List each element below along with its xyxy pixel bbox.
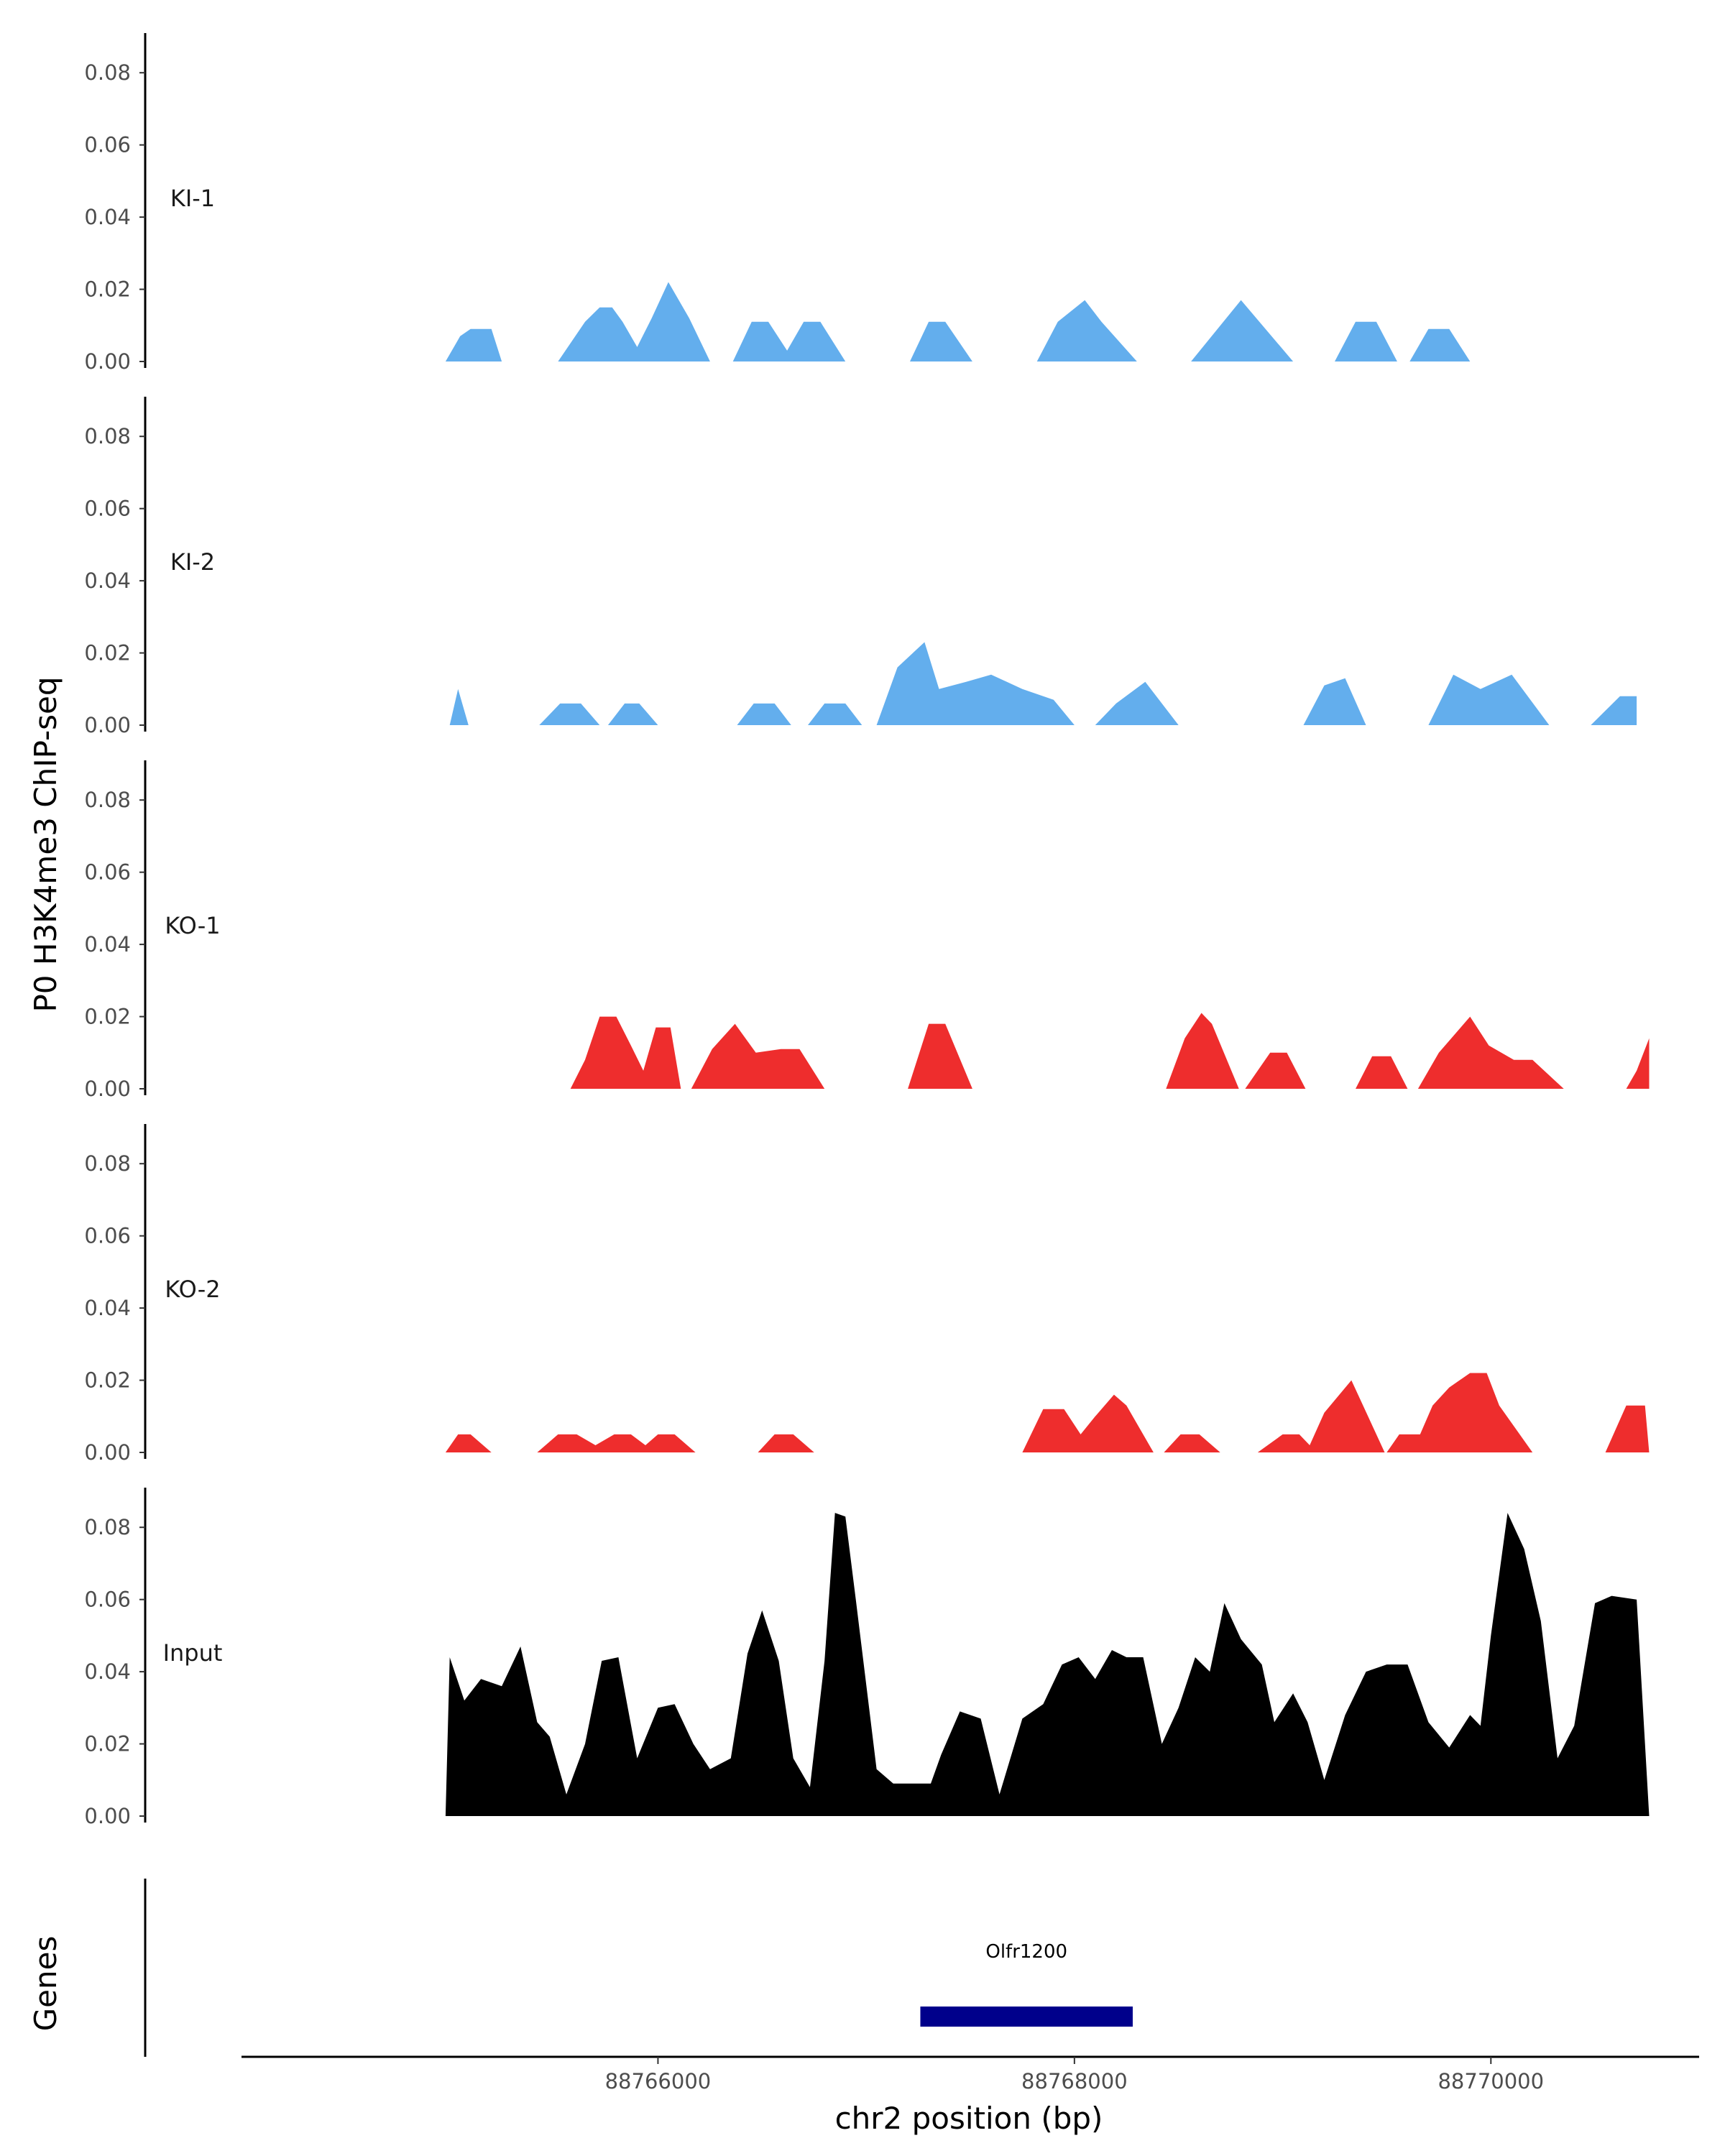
y-tick-label: 0.04 — [84, 1659, 131, 1684]
y-tick-label: 0.08 — [84, 788, 131, 812]
track-label: Input — [163, 1639, 223, 1667]
x-axis-title: chr2 position (bp) — [835, 2101, 1103, 2136]
y-tick-label: 0.08 — [84, 1151, 131, 1176]
y-tick-label: 0.04 — [84, 932, 131, 957]
signal-area-ki-2 — [449, 642, 1637, 725]
y-tick-label: 0.06 — [84, 860, 131, 885]
y-tick-label: 0.02 — [84, 1368, 131, 1393]
gene-track-title: Genes — [28, 1936, 63, 2032]
y-tick-label: 0.02 — [84, 1732, 131, 1756]
track-label: KI-2 — [170, 548, 215, 576]
signal-area-ko-1 — [570, 1013, 1650, 1089]
x-tick-label: 88766000 — [605, 2069, 712, 2093]
y-tick-label: 0.06 — [84, 1588, 131, 1612]
x-tick-label: 88770000 — [1438, 2069, 1544, 2093]
y-tick-label: 0.08 — [84, 60, 131, 85]
signal-area-input — [445, 1513, 1650, 1816]
track-ko-1: 0.00 0.02 0.04 0.06 0.08 KO-1 — [84, 760, 1650, 1101]
signal-tracks: 0.00 0.02 0.04 0.06 0.08 KI-1 0.00 0.02 0.04 0.06… — [84, 33, 1650, 1828]
y-tick-label: 0.06 — [84, 1224, 131, 1248]
y-tick-label: 0.00 — [84, 349, 131, 374]
y-tick-label: 0.02 — [84, 641, 131, 665]
track-ko-2: 0.00 0.02 0.04 0.06 0.08 KO-2 — [84, 1124, 1650, 1465]
track-label: KI-1 — [170, 185, 215, 212]
y-tick-label: 0.02 — [84, 277, 131, 302]
y-axis-title: P0 H3K4me3 ChIP-seq — [28, 676, 63, 1012]
y-tick-label: 0.04 — [84, 568, 131, 593]
track-label: KO-1 — [165, 912, 220, 939]
gene-body — [920, 2007, 1133, 2027]
y-tick-label: 0.00 — [84, 1804, 131, 1828]
y-tick-label: 0.06 — [84, 133, 131, 157]
track-input: 0.00 0.02 0.04 0.06 0.08 Input — [84, 1488, 1650, 1828]
signal-area-ki-1 — [445, 282, 1471, 361]
signal-area-ko-2 — [445, 1373, 1650, 1452]
x-tick-label: 88768000 — [1021, 2069, 1128, 2093]
y-tick-label: 0.02 — [84, 1005, 131, 1029]
y-tick-label: 0.00 — [84, 1077, 131, 1101]
y-tick-label: 0.08 — [84, 424, 131, 448]
y-tick-label: 0.00 — [84, 713, 131, 737]
y-tick-label: 0.04 — [84, 205, 131, 229]
x-axis: 88766000 88768000 88770000 — [242, 2055, 1699, 2093]
y-tick-label: 0.00 — [84, 1440, 131, 1465]
gene-track: Olfr1200 — [144, 1879, 1133, 2057]
track-label: KO-2 — [165, 1276, 220, 1303]
track-ki-1: 0.00 0.02 0.04 0.06 0.08 KI-1 — [84, 33, 1471, 374]
gene-label: Olfr1200 — [985, 1941, 1067, 1963]
y-tick-label: 0.06 — [84, 497, 131, 521]
y-tick-label: 0.08 — [84, 1515, 131, 1539]
track-ki-2: 0.00 0.02 0.04 0.06 0.08 KI-2 — [84, 397, 1637, 737]
y-tick-label: 0.04 — [84, 1296, 131, 1320]
